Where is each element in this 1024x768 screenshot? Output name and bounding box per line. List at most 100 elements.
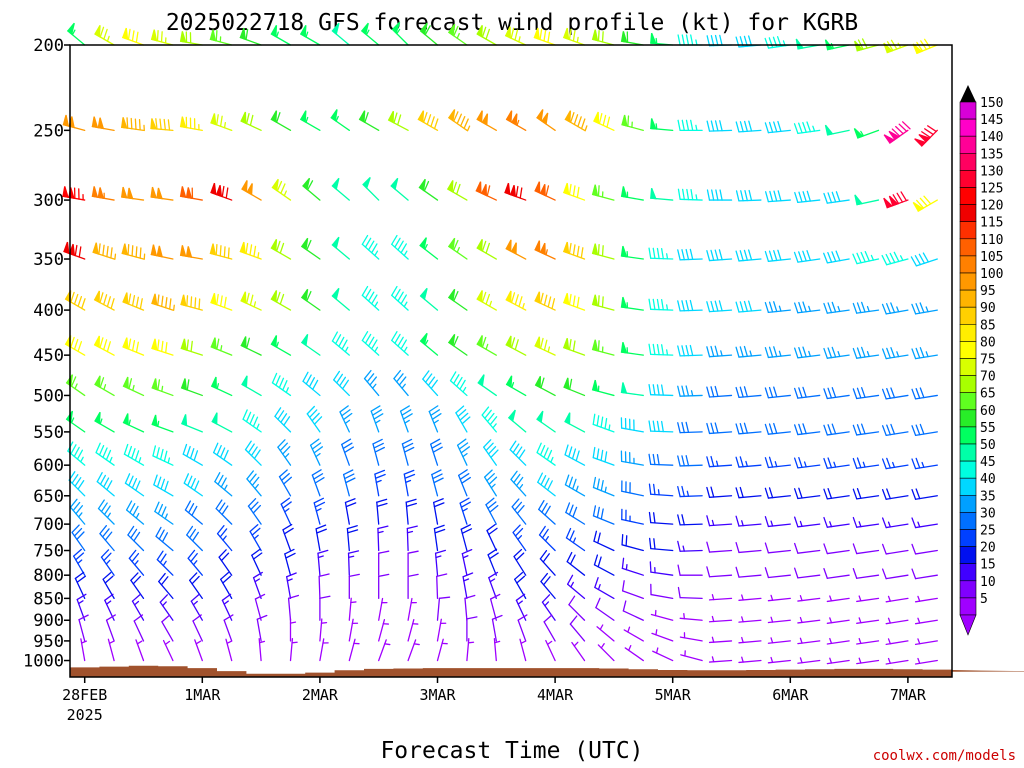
wind-barb: [765, 190, 791, 203]
barb-flag: [798, 191, 803, 203]
barb-pennant: [563, 377, 570, 391]
barb-flag: [449, 371, 457, 382]
barb-flag: [314, 477, 325, 484]
barb-flag: [768, 37, 774, 49]
barb-flag: [743, 300, 749, 312]
barb-pennant: [179, 31, 187, 43]
wind-barb: [162, 639, 174, 662]
barb-flag: [739, 386, 744, 398]
wind-barb: [241, 180, 262, 201]
barb-flag: [164, 480, 169, 492]
barb-flag: [852, 567, 858, 579]
wind-barb: [331, 331, 350, 356]
barb-flag: [764, 542, 770, 554]
barb-flag: [464, 594, 476, 599]
wind-barb: [433, 524, 446, 552]
wind-barb: [505, 335, 527, 356]
barb-flag: [246, 337, 250, 349]
wind-barb: [620, 450, 644, 466]
barb-flag: [309, 409, 318, 418]
barb-half-flag: [114, 253, 117, 260]
barb-flag: [135, 246, 138, 258]
barb-flag: [743, 386, 749, 398]
wind-barb: [596, 624, 615, 642]
barb-flag: [131, 552, 140, 563]
barb-flag: [282, 523, 293, 531]
barb-flag: [102, 528, 110, 538]
barb-flag: [155, 526, 162, 538]
barb-flag: [690, 34, 694, 46]
barb-flag: [592, 413, 596, 426]
barb-flag: [486, 473, 495, 482]
barb-flag: [735, 250, 740, 262]
ground-surface: [70, 665, 1024, 677]
barb-flag: [802, 346, 807, 358]
wind-barb: [133, 614, 145, 642]
barb-flag: [922, 252, 930, 263]
barb-flag: [621, 557, 625, 570]
barb-flag: [622, 600, 627, 612]
barb-half-flag: [715, 460, 719, 467]
wind-barb: [92, 242, 117, 260]
wind-barb: [302, 371, 321, 397]
barb-flag: [95, 442, 101, 454]
colorbar-swatch: [959, 341, 977, 359]
barb-flag: [604, 451, 608, 463]
barb-flag: [677, 586, 681, 599]
barb-flag: [371, 243, 378, 254]
barb-pennant: [534, 181, 541, 194]
wind-barb: [568, 595, 586, 621]
barb-flag: [823, 457, 828, 469]
barb-half-flag: [683, 612, 686, 620]
barb-pennant: [480, 183, 488, 197]
barb-pennant: [97, 117, 105, 130]
barb-flag: [513, 473, 521, 484]
barb-pennant: [534, 336, 541, 349]
barb-flag: [572, 185, 576, 197]
wind-barb: [566, 574, 586, 600]
barb-flag: [135, 31, 139, 44]
barb-flag: [223, 296, 227, 309]
barb-flag: [191, 575, 200, 585]
colorbar-label: 10: [980, 575, 996, 590]
wind-barb: [333, 370, 350, 397]
barb-flag: [165, 342, 168, 354]
barb-half-flag: [466, 125, 471, 132]
barb-half-flag: [71, 29, 76, 36]
barb-flag: [537, 472, 543, 483]
wind-barb: [63, 241, 86, 260]
wind-barb: [447, 288, 468, 311]
wind-barb: [493, 637, 501, 662]
barb-flag: [246, 470, 254, 480]
barb-shaft: [738, 574, 762, 578]
barb-pennant: [97, 187, 105, 199]
barb-flag: [518, 296, 523, 308]
barb-flag: [739, 301, 744, 313]
barb-pennant: [507, 409, 516, 423]
barb-flag: [890, 423, 896, 435]
barb-flag: [835, 250, 841, 262]
barb-flag: [275, 240, 281, 252]
colorbar-swatch: [959, 221, 977, 240]
barb-pennant: [300, 237, 309, 251]
barb-flag: [513, 548, 523, 558]
barb-half-flag: [741, 636, 744, 644]
barb-flag: [460, 446, 471, 454]
barb-flag: [706, 35, 711, 47]
barb-flag: [110, 298, 115, 310]
wind-barb: [914, 125, 938, 147]
barb-flag: [402, 413, 413, 420]
barb-half-flag: [403, 250, 408, 257]
barb-half-flag: [195, 640, 202, 645]
barb-pennant: [239, 241, 246, 255]
wind-barb: [706, 120, 733, 132]
barb-half-flag: [256, 423, 260, 430]
barb-half-flag: [657, 489, 660, 496]
barb-pennant: [505, 290, 512, 304]
barb-flag: [656, 384, 660, 396]
barb-shaft: [679, 309, 703, 312]
colorbar-swatch: [959, 204, 977, 223]
barb-flag: [568, 338, 572, 351]
barb-shaft: [595, 606, 615, 621]
